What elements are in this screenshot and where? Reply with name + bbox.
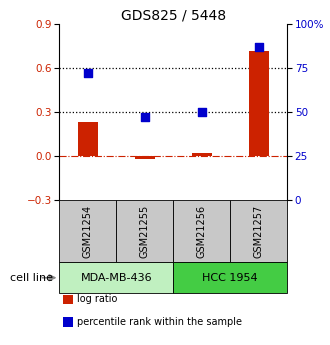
Text: GSM21257: GSM21257 xyxy=(254,205,264,258)
Bar xyxy=(116,200,173,262)
Bar xyxy=(59,200,116,262)
Bar xyxy=(59,262,173,293)
Text: HCC 1954: HCC 1954 xyxy=(202,273,258,283)
Bar xyxy=(192,153,212,156)
Point xyxy=(256,44,261,50)
Text: GSM21255: GSM21255 xyxy=(140,205,150,258)
Bar xyxy=(135,156,155,159)
Bar xyxy=(230,200,287,262)
Title: GDS825 / 5448: GDS825 / 5448 xyxy=(121,9,226,23)
Point xyxy=(199,109,204,115)
Text: GSM21254: GSM21254 xyxy=(83,205,93,258)
Text: percentile rank within the sample: percentile rank within the sample xyxy=(77,317,242,327)
Text: cell line: cell line xyxy=(10,273,53,283)
Bar xyxy=(249,51,269,156)
Text: GSM21256: GSM21256 xyxy=(197,205,207,258)
Bar xyxy=(173,262,287,293)
Point xyxy=(85,71,90,76)
Bar xyxy=(173,200,230,262)
Text: MDA-MB-436: MDA-MB-436 xyxy=(81,273,152,283)
Text: log ratio: log ratio xyxy=(77,295,117,304)
Point xyxy=(142,115,148,120)
Bar xyxy=(78,122,98,156)
